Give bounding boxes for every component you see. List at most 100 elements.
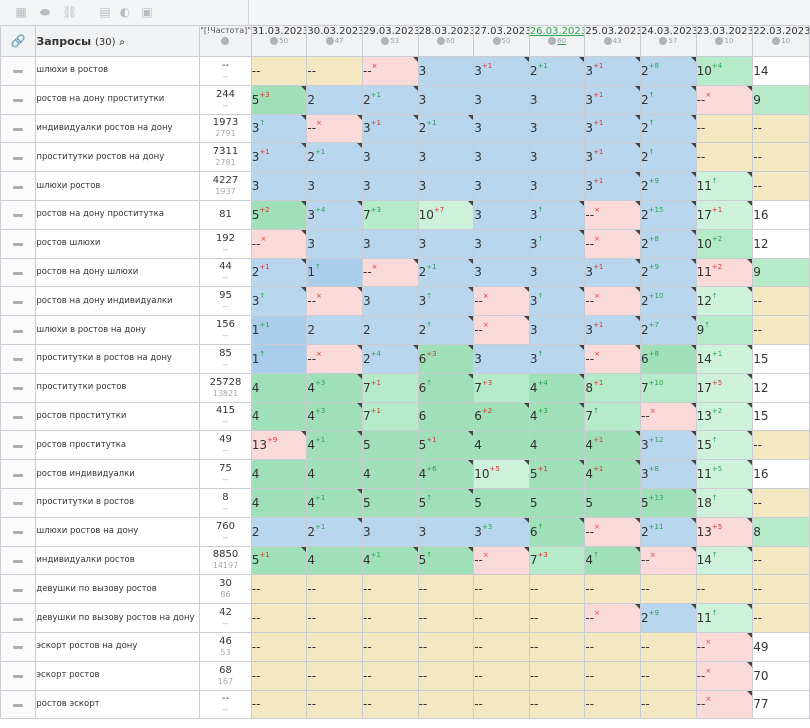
- position-cell[interactable]: 3+1: [584, 56, 642, 86]
- table-icon[interactable]: ▤: [99, 5, 111, 19]
- position-cell[interactable]: --×: [473, 286, 530, 317]
- position-cell[interactable]: --: [361, 574, 419, 605]
- position-cell[interactable]: --: [250, 603, 308, 633]
- position-cell[interactable]: 7+1: [361, 401, 419, 432]
- position-cell[interactable]: 10+2: [695, 228, 754, 259]
- position-cell[interactable]: 4: [306, 545, 363, 576]
- position-cell[interactable]: --×: [584, 199, 642, 230]
- position-cell[interactable]: --×: [584, 286, 642, 317]
- position-cell[interactable]: 3: [473, 343, 530, 374]
- position-cell[interactable]: --: [695, 142, 754, 173]
- position-cell[interactable]: --: [584, 660, 642, 691]
- position-cell[interactable]: 7+3: [361, 199, 419, 230]
- position-cell[interactable]: 2+10: [640, 286, 697, 317]
- position-cell[interactable]: 3: [361, 142, 419, 173]
- query-cell[interactable]: ростов проститутка: [35, 430, 201, 461]
- position-cell[interactable]: --: [473, 660, 530, 691]
- minus-icon[interactable]: [13, 185, 24, 189]
- position-cell[interactable]: --: [752, 603, 810, 633]
- row-handle[interactable]: [0, 315, 37, 345]
- position-cell[interactable]: 6+2: [473, 401, 530, 432]
- position-cell[interactable]: 4: [306, 459, 363, 489]
- query-cell[interactable]: ростов на дону проститутки: [35, 84, 201, 115]
- query-cell[interactable]: эскорт ростов: [35, 660, 201, 691]
- position-cell[interactable]: 3: [473, 171, 530, 201]
- query-cell[interactable]: ростов на дону шлюхи: [35, 257, 201, 288]
- position-cell[interactable]: --: [584, 574, 642, 605]
- position-cell[interactable]: 14: [752, 56, 810, 86]
- contrast-icon[interactable]: ◐: [119, 5, 131, 19]
- minus-icon[interactable]: [13, 156, 24, 160]
- position-cell[interactable]: --: [528, 689, 586, 720]
- position-cell[interactable]: 4: [250, 487, 308, 518]
- position-cell[interactable]: 10+4: [695, 56, 754, 86]
- date-header[interactable]: 28.03.2023 60: [417, 25, 475, 57]
- row-handle[interactable]: [0, 631, 37, 662]
- position-cell[interactable]: --×: [473, 545, 530, 576]
- position-cell[interactable]: 3+1: [361, 113, 419, 144]
- position-cell[interactable]: 2+9: [640, 603, 697, 633]
- position-cell[interactable]: 8+1: [584, 372, 642, 403]
- position-cell[interactable]: 3: [417, 516, 475, 547]
- position-cell[interactable]: 3↑: [528, 343, 586, 374]
- row-handle[interactable]: [0, 689, 37, 720]
- row-handle[interactable]: [0, 171, 37, 201]
- position-cell[interactable]: 77: [752, 689, 810, 720]
- table-row[interactable]: ростов шлюхи 192 -- --× 3 3 3 3 3↑ --× 2+8 10+2 12: [0, 228, 810, 259]
- minus-icon[interactable]: [13, 70, 24, 74]
- position-cell[interactable]: --: [306, 603, 363, 633]
- position-cell[interactable]: 2: [250, 516, 308, 547]
- position-cell[interactable]: 3: [250, 171, 308, 201]
- position-cell[interactable]: --: [361, 660, 419, 691]
- position-cell[interactable]: 2+8: [640, 228, 697, 259]
- position-cell[interactable]: 6↑: [417, 372, 475, 403]
- position-cell[interactable]: 5: [584, 487, 642, 518]
- position-cell[interactable]: 3: [417, 171, 475, 201]
- position-cell[interactable]: 7+1: [361, 372, 419, 403]
- row-handle[interactable]: [0, 286, 37, 317]
- position-cell[interactable]: 3: [473, 228, 530, 259]
- position-cell[interactable]: --: [528, 660, 586, 691]
- position-cell[interactable]: --×: [695, 631, 754, 662]
- minus-icon[interactable]: [13, 646, 24, 650]
- position-cell[interactable]: 3: [417, 56, 475, 86]
- query-cell[interactable]: ростов индивидуалки: [35, 459, 201, 489]
- position-cell[interactable]: 2↑: [640, 113, 697, 144]
- position-cell[interactable]: 11↑: [695, 603, 754, 633]
- position-cell[interactable]: 3+1: [250, 142, 308, 173]
- position-cell[interactable]: 2+1: [361, 84, 419, 115]
- table-row[interactable]: проститутки ростов на дону 7311 2781 3+1 2+1…: [0, 142, 810, 173]
- position-cell[interactable]: 3: [473, 257, 530, 288]
- position-cell[interactable]: 3: [361, 228, 419, 259]
- position-cell[interactable]: 3↑: [528, 199, 586, 230]
- position-cell[interactable]: 5+13: [640, 487, 697, 518]
- position-cell[interactable]: --: [473, 603, 530, 633]
- position-cell[interactable]: --: [695, 574, 754, 605]
- minus-icon[interactable]: [13, 444, 24, 448]
- position-cell[interactable]: 3+1: [584, 113, 642, 144]
- table-row[interactable]: ростов проститутка 49 -- 13+9 4+1 5 5+1 4 4 4+1 3+…: [0, 430, 810, 461]
- position-cell[interactable]: --: [528, 574, 586, 605]
- position-cell[interactable]: --: [752, 574, 810, 605]
- position-cell[interactable]: 3: [528, 113, 586, 144]
- position-cell[interactable]: 4+6: [417, 459, 475, 489]
- image-icon[interactable]: ▣: [141, 5, 153, 19]
- position-cell[interactable]: --: [752, 315, 810, 345]
- position-cell[interactable]: 3↑: [250, 286, 308, 317]
- position-cell[interactable]: 3↑: [528, 286, 586, 317]
- toggle-icon[interactable]: ⬬: [39, 5, 51, 19]
- row-handle[interactable]: [0, 228, 37, 259]
- position-cell[interactable]: --×: [584, 343, 642, 374]
- query-cell[interactable]: проститутки ростов на дону: [35, 142, 201, 173]
- table-row[interactable]: шлюхи в ростов на дону 156 -- 1+1 2 2 2↑ --× 3 3+…: [0, 315, 810, 345]
- table-row[interactable]: девушки по вызову ростов на дону 42 -- -- --…: [0, 603, 810, 633]
- position-cell[interactable]: --: [640, 631, 697, 662]
- query-cell[interactable]: проститутки в ростов на дону: [35, 343, 201, 374]
- position-cell[interactable]: --: [306, 56, 363, 86]
- query-cell[interactable]: индивидуалки ростов: [35, 545, 201, 576]
- position-cell[interactable]: 6+3: [417, 343, 475, 374]
- position-cell[interactable]: 3: [528, 171, 586, 201]
- position-cell[interactable]: 3: [306, 228, 363, 259]
- date-header[interactable]: 25.03.2023 43: [584, 25, 642, 57]
- position-cell[interactable]: 4+1: [306, 487, 363, 518]
